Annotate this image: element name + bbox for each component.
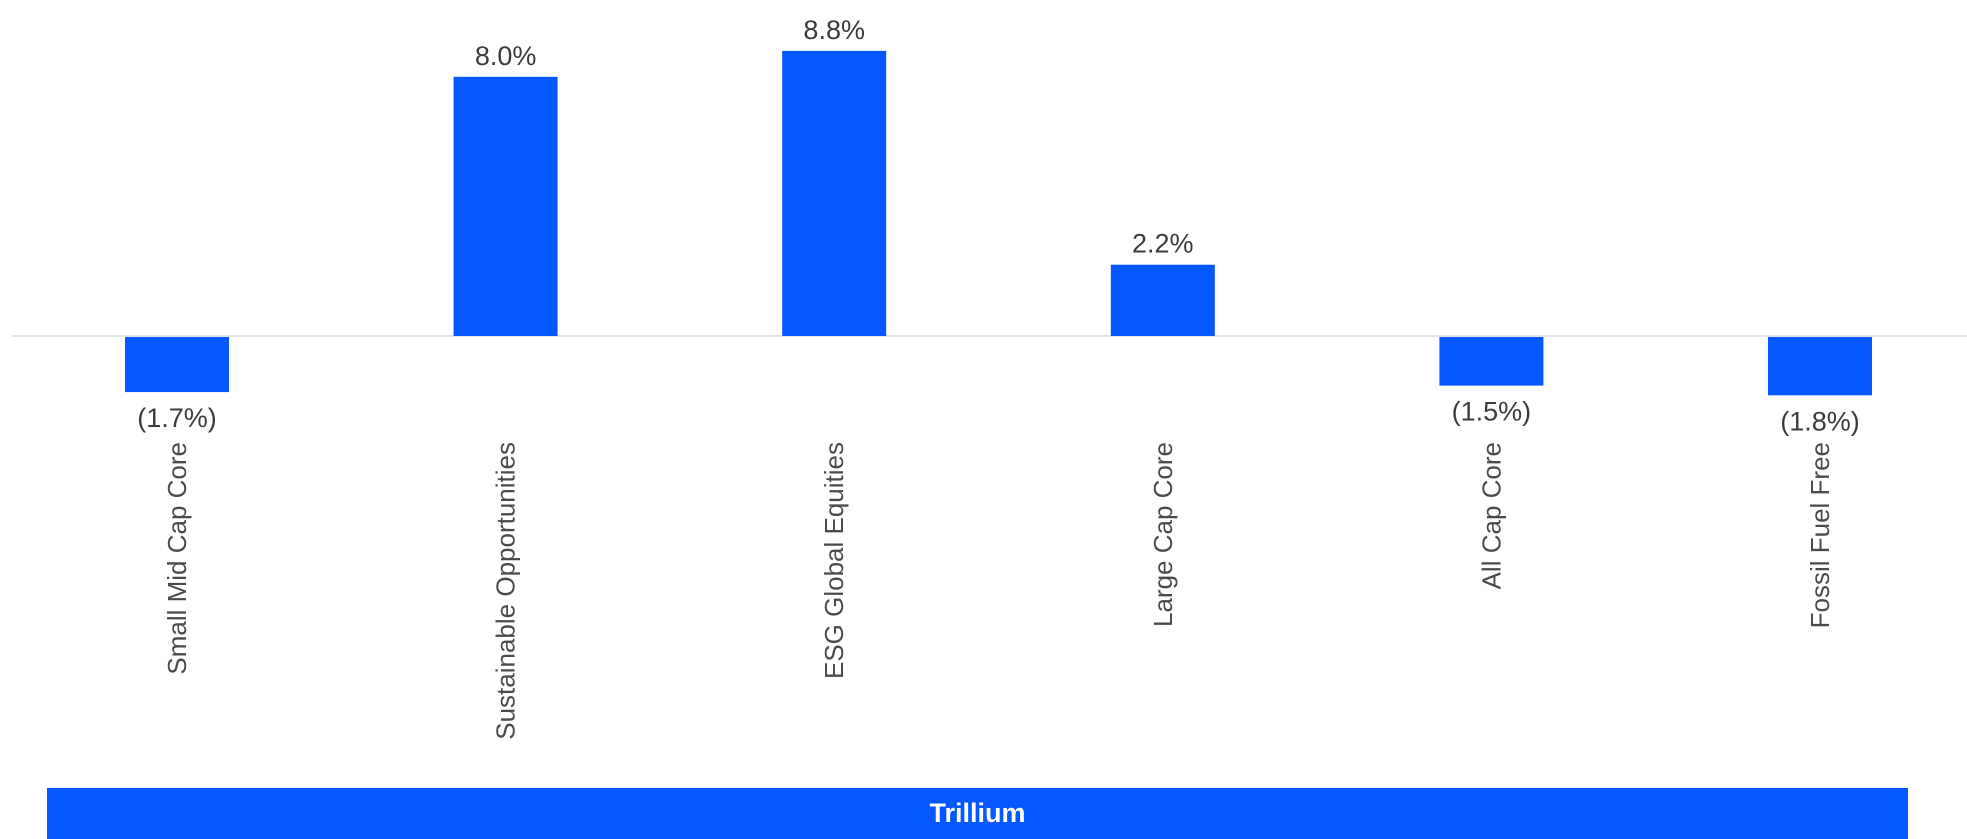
bar-sustainable-opportunities bbox=[453, 76, 558, 337]
group-label: Trillium bbox=[929, 798, 1026, 828]
value-label-large-cap-core: 2.2% bbox=[1132, 229, 1194, 259]
bar-all-cap-core bbox=[1439, 337, 1544, 386]
value-label-sustainable-opportunities: 8.0% bbox=[475, 41, 537, 71]
bar-fossil-fuel-free bbox=[1768, 337, 1872, 396]
category-label-esg-global-equities: ESG Global Equities bbox=[819, 442, 849, 679]
value-labels-layer: (1.7%) 8.0% 8.8% 2.2% (1.5%) (1.8%) bbox=[137, 15, 1860, 436]
bar-esg-global-equities bbox=[782, 50, 887, 336]
category-labels-layer: Small Mid Cap Core Sustainable Opportunit… bbox=[162, 442, 1835, 740]
group-header-bar: Trillium bbox=[47, 788, 1908, 839]
value-label-small-mid-cap-core: (1.7%) bbox=[137, 403, 217, 433]
bar-small-mid-cap-core bbox=[125, 337, 229, 393]
category-label-large-cap-core: Large Cap Core bbox=[1148, 442, 1178, 627]
bar-large-cap-core bbox=[1110, 264, 1215, 336]
value-label-esg-global-equities: 8.8% bbox=[803, 15, 865, 45]
category-label-fossil-fuel-free: Fossil Fuel Free bbox=[1805, 442, 1835, 628]
category-label-all-cap-core: All Cap Core bbox=[1476, 442, 1506, 589]
value-label-fossil-fuel-free: (1.8%) bbox=[1780, 406, 1860, 436]
bars-layer bbox=[125, 50, 1872, 396]
bar-chart: (1.7%) 8.0% 8.8% 2.2% (1.5%) (1.8%) Small Mid… bbox=[12, 15, 1967, 740]
category-label-small-mid-cap-core: Small Mid Cap Core bbox=[162, 442, 192, 675]
value-label-all-cap-core: (1.5%) bbox=[1452, 397, 1532, 427]
category-label-sustainable-opportunities: Sustainable Opportunities bbox=[491, 442, 521, 740]
